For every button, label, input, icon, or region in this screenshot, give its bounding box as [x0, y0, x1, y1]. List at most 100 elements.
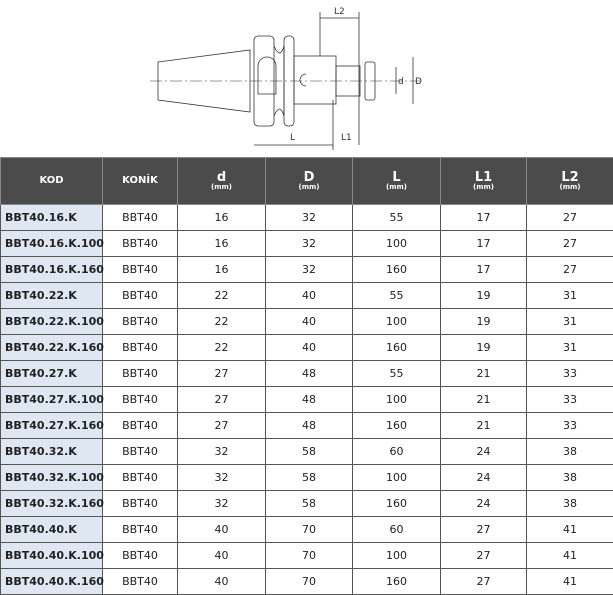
product-code: BBT40.22.K.160	[1, 335, 103, 361]
table-cell: 40	[178, 543, 266, 569]
column-header: L2(mm)	[527, 158, 613, 205]
table-cell: 100	[353, 465, 441, 491]
table-cell: 22	[178, 335, 266, 361]
product-code: BBT40.16.K.160	[1, 257, 103, 283]
table-cell: 32	[266, 231, 353, 257]
column-header: d(mm)	[178, 158, 266, 205]
table-cell: 38	[527, 439, 613, 465]
header-label: KOD	[39, 175, 63, 186]
table-cell: 16	[178, 231, 266, 257]
table-cell: 17	[441, 257, 527, 283]
table-cell: 70	[266, 543, 353, 569]
table-cell: 27	[441, 569, 527, 595]
table-cell: 27	[178, 413, 266, 439]
table-cell: 32	[178, 465, 266, 491]
table-cell: 27	[441, 543, 527, 569]
table-cell: 160	[353, 257, 441, 283]
table-cell: 17	[441, 205, 527, 231]
table-cell: 58	[266, 465, 353, 491]
header-unit: (mm)	[528, 184, 612, 191]
product-code: BBT40.22.K.100	[1, 309, 103, 335]
product-code: BBT40.16.K.100	[1, 231, 103, 257]
table-cell: 27	[527, 231, 613, 257]
table-cell: 38	[527, 465, 613, 491]
header-unit: (mm)	[442, 184, 525, 191]
table-cell: BBT40	[103, 413, 178, 439]
product-code: BBT40.16.K	[1, 205, 103, 231]
header-label: KONİK	[122, 175, 158, 186]
product-code: BBT40.32.K	[1, 439, 103, 465]
table-cell: 19	[441, 309, 527, 335]
table-cell: 21	[441, 413, 527, 439]
table-cell: 100	[353, 387, 441, 413]
table-cell: 55	[353, 283, 441, 309]
table-cell: 70	[266, 569, 353, 595]
table-cell: BBT40	[103, 231, 178, 257]
table-cell: 27	[527, 257, 613, 283]
product-code: BBT40.32.K.160	[1, 491, 103, 517]
table-cell: 33	[527, 361, 613, 387]
table-cell: 32	[178, 491, 266, 517]
table-cell: BBT40	[103, 257, 178, 283]
table-cell: 160	[353, 335, 441, 361]
table-cell: 55	[353, 205, 441, 231]
product-code: BBT40.27.K	[1, 361, 103, 387]
table-cell: 24	[441, 439, 527, 465]
table-cell: BBT40	[103, 335, 178, 361]
table-cell: 17	[441, 231, 527, 257]
column-header: L(mm)	[353, 158, 441, 205]
table-cell: 21	[441, 387, 527, 413]
table-cell: 100	[353, 309, 441, 335]
table-cell: 41	[527, 569, 613, 595]
table-cell: 24	[441, 491, 527, 517]
table-cell: 60	[353, 439, 441, 465]
product-code: BBT40.40.K	[1, 517, 103, 543]
header-unit: (mm)	[267, 184, 351, 191]
header-unit: (mm)	[179, 184, 264, 191]
table-cell: BBT40	[103, 361, 178, 387]
table-cell: 40	[178, 517, 266, 543]
table-cell: 160	[353, 491, 441, 517]
table-cell: 22	[178, 309, 266, 335]
table-cell: 24	[441, 465, 527, 491]
table-cell: 41	[527, 517, 613, 543]
product-code: BBT40.40.K.100	[1, 543, 103, 569]
table-cell: BBT40	[103, 517, 178, 543]
header-unit: (mm)	[354, 184, 439, 191]
table-cell: 22	[178, 283, 266, 309]
column-header: KOD	[1, 158, 103, 205]
table-cell: 40	[266, 335, 353, 361]
table-cell: 19	[441, 283, 527, 309]
label-L1: L1	[341, 133, 352, 143]
table-cell: 48	[266, 387, 353, 413]
label-d: d	[398, 77, 404, 87]
column-header: KONİK	[103, 158, 178, 205]
column-header: D(mm)	[266, 158, 353, 205]
table-cell: 21	[441, 361, 527, 387]
table-cell: BBT40	[103, 283, 178, 309]
label-L: L	[290, 133, 295, 143]
table-cell: 60	[353, 517, 441, 543]
table-cell: 58	[266, 439, 353, 465]
table-cell: 160	[353, 413, 441, 439]
table-cell: 48	[266, 361, 353, 387]
product-code: BBT40.32.K.100	[1, 465, 103, 491]
table-cell: BBT40	[103, 569, 178, 595]
product-code: BBT40.40.K.160	[1, 569, 103, 595]
table-cell: 19	[441, 335, 527, 361]
table-cell: 160	[353, 569, 441, 595]
table-cell: 31	[527, 309, 613, 335]
table-cell: BBT40	[103, 543, 178, 569]
table-cell: 27	[527, 205, 613, 231]
table-cell: BBT40	[103, 439, 178, 465]
label-L2: L2	[334, 7, 345, 17]
